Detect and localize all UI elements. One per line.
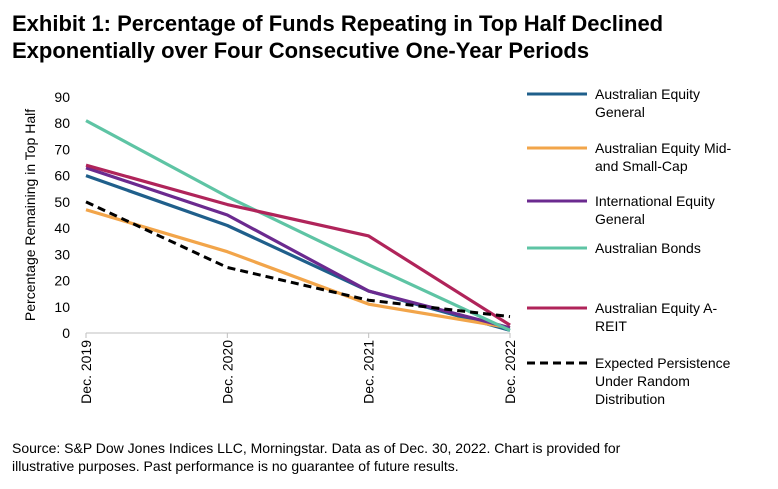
legend-label: Australian Equity A- xyxy=(595,300,718,316)
x-tick-label: Dec. 2020 xyxy=(219,340,235,404)
series-lines xyxy=(85,119,511,332)
source-note: Source: S&P Dow Jones Indices LLC, Morni… xyxy=(12,439,772,475)
y-axis-label-group: Percentage Remaining in Top Half xyxy=(22,109,38,321)
y-tick-label: 70 xyxy=(54,141,70,157)
y-tick-label: 40 xyxy=(54,220,70,236)
chart-title-line-1: Exhibit 1: Percentage of Funds Repeating… xyxy=(12,11,664,36)
x-axis-ticks: Dec. 2019 Dec. 2020 Dec. 2021 Dec. 2022 xyxy=(78,340,518,404)
y-axis-ticks: 0 10 20 30 40 50 60 70 80 90 xyxy=(54,89,70,341)
legend-label: Expected Persistence xyxy=(595,355,731,371)
x-axis xyxy=(85,332,511,338)
legend-item-australian-equity-mid-and-small-cap: Australian Equity Mid-and Small-Cap xyxy=(527,140,732,174)
legend-item-australian-bonds: Australian Bonds xyxy=(527,240,701,256)
legend-label: Under Random xyxy=(595,373,690,389)
y-tick-label: 20 xyxy=(54,273,70,289)
legend-item-expected-persistence-under-random-distribution: Expected Persistence Under Random Distribu… xyxy=(527,355,731,407)
source-note-line-2: illustrative purposes. Past performance … xyxy=(12,458,459,474)
y-tick-label: 90 xyxy=(54,89,70,105)
x-tick-label: Dec. 2019 xyxy=(78,340,94,404)
legend-label: and Small-Cap xyxy=(595,158,688,174)
legend-item-australian-equity-a-reit: Australian Equity A- REIT xyxy=(527,300,718,334)
line-chart: Percentage Remaining in Top Half 0 10 20 30… xyxy=(22,86,732,407)
legend-label: General xyxy=(595,211,645,227)
legend-label: REIT xyxy=(595,318,627,334)
y-tick-label: 30 xyxy=(54,246,70,262)
chart-title-line-2: Exponentially over Four Consecutive One-… xyxy=(12,38,590,63)
y-tick-label: 80 xyxy=(54,115,70,131)
x-tick-label: Dec. 2022 xyxy=(502,340,518,404)
source-note-line-1: Source: S&P Dow Jones Indices LLC, Morni… xyxy=(12,440,621,456)
series-line-expected-persistence-under-random-distribution xyxy=(85,200,511,319)
legend-label: Australian Equity Mid- xyxy=(595,140,732,156)
legend-label: Distribution xyxy=(595,391,665,407)
chart-title: Exhibit 1: Percentage of Funds Repeating… xyxy=(12,10,772,64)
series-line-international-equity-general xyxy=(85,166,511,330)
series-line-australian-equity-mid-and-small-cap xyxy=(85,208,511,330)
y-tick-label: 10 xyxy=(54,299,70,315)
legend-label: Australian Equity xyxy=(595,86,700,102)
legend-label: Australian Bonds xyxy=(595,240,701,256)
legend-item-australian-equity-general: Australian Equity General xyxy=(527,86,700,120)
y-tick-label: 60 xyxy=(54,168,70,184)
y-tick-label: 0 xyxy=(62,325,70,341)
legend-label: International Equity xyxy=(595,193,715,209)
legend-label: General xyxy=(595,104,645,120)
y-tick-label: 50 xyxy=(54,194,70,210)
legend-item-international-equity-general: International Equity General xyxy=(527,193,715,227)
series-line-australian-bonds xyxy=(85,119,511,332)
series-line-australian-equity-a-reit xyxy=(85,163,511,327)
x-tick-label: Dec. 2021 xyxy=(361,340,377,404)
y-axis-title: Percentage Remaining in Top Half xyxy=(22,109,38,321)
